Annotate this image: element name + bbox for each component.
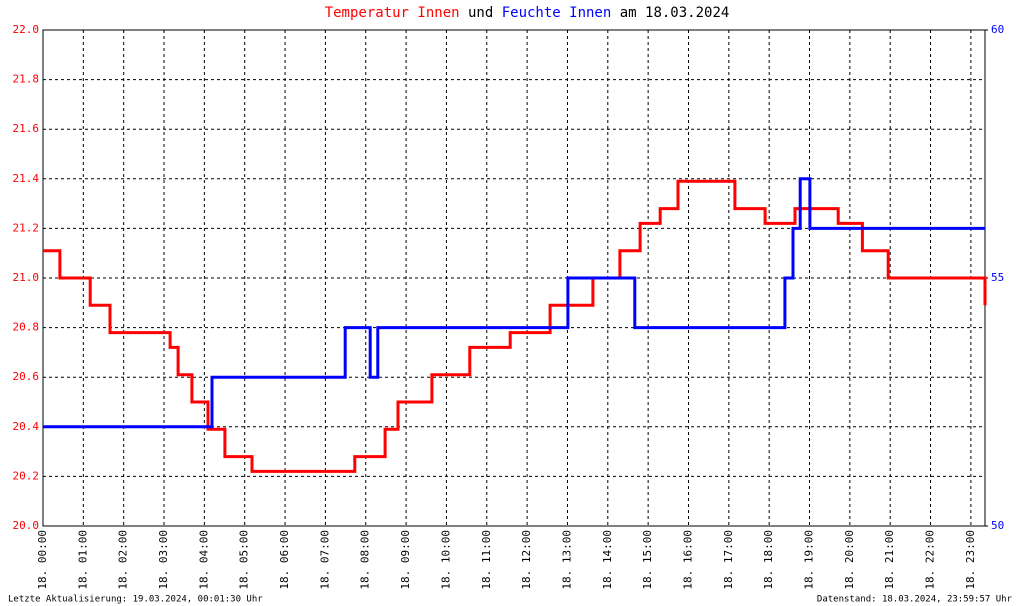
x-tick-label: 18. 13:00 [560, 530, 573, 590]
x-tick-label: 18. 17:00 [722, 530, 735, 590]
x-tick-label: 18. 09:00 [399, 530, 412, 590]
x-tick-label: 18. 15:00 [641, 530, 654, 590]
x-tick-label: 18. 22:00 [924, 530, 937, 590]
y2-tick-label: 60 [991, 23, 1004, 36]
x-tick-label: 18. 21:00 [883, 530, 896, 590]
x-tick-label: 18. 23:00 [964, 530, 977, 590]
x-tick-label: 18. 10:00 [439, 530, 452, 590]
footer-left: Letzte Aktualisierung: 19.03.2024, 00:01… [8, 595, 263, 605]
title-series-2: Feuchte Innen [502, 5, 612, 21]
x-tick-label: 18. 00:00 [36, 530, 49, 590]
chart-title: Temperatur Innen und Feuchte Innen am 18… [325, 5, 730, 21]
y-tick-label: 21.2 [13, 221, 40, 234]
x-tick-label: 18. 02:00 [117, 530, 130, 590]
x-tick-label: 18. 03:00 [157, 530, 170, 590]
x-tick-label: 18. 20:00 [843, 530, 856, 590]
series-line [43, 177, 985, 429]
x-tick-label: 18. 04:00 [197, 530, 210, 590]
x-tick-label: 18. 18:00 [762, 530, 775, 590]
y-tick-label: 20.8 [13, 321, 40, 334]
y-tick-label: 21.8 [13, 73, 40, 86]
x-tick-label: 18. 07:00 [318, 530, 331, 590]
x-tick-label: 18. 01:00 [76, 530, 89, 590]
y-tick-label: 21.4 [13, 172, 40, 185]
x-tick-label: 18. 19:00 [803, 530, 816, 590]
y-tick-label: 20.0 [13, 519, 40, 532]
y-tick-label: 20.4 [13, 420, 40, 433]
y-tick-label: 21.6 [13, 122, 40, 135]
x-tick-label: 18. 14:00 [601, 530, 614, 590]
title-date: am 18.03.2024 [620, 5, 730, 21]
x-tick-label: 18. 05:00 [238, 530, 251, 590]
x-tick-label: 18. 16:00 [681, 530, 694, 590]
series-line [43, 179, 987, 473]
title-series-1: Temperatur Innen [325, 5, 460, 21]
x-tick-label: 18. 12:00 [520, 530, 533, 590]
title-connector: und [468, 5, 493, 21]
y2-tick-label: 50 [991, 519, 1004, 532]
x-tick-label: 18. 08:00 [359, 530, 372, 590]
y-tick-label: 20.6 [13, 370, 40, 383]
y2-tick-label: 55 [991, 271, 1004, 284]
x-tick-label: 18. 06:00 [278, 530, 291, 590]
footer-right: Datenstand: 18.03.2024, 23:59:57 Uhr [817, 595, 1013, 605]
y-tick-label: 21.0 [13, 271, 40, 284]
y-tick-label: 20.2 [13, 469, 40, 482]
x-tick-label: 18. 11:00 [480, 530, 493, 590]
y-tick-label: 22.0 [13, 23, 40, 36]
